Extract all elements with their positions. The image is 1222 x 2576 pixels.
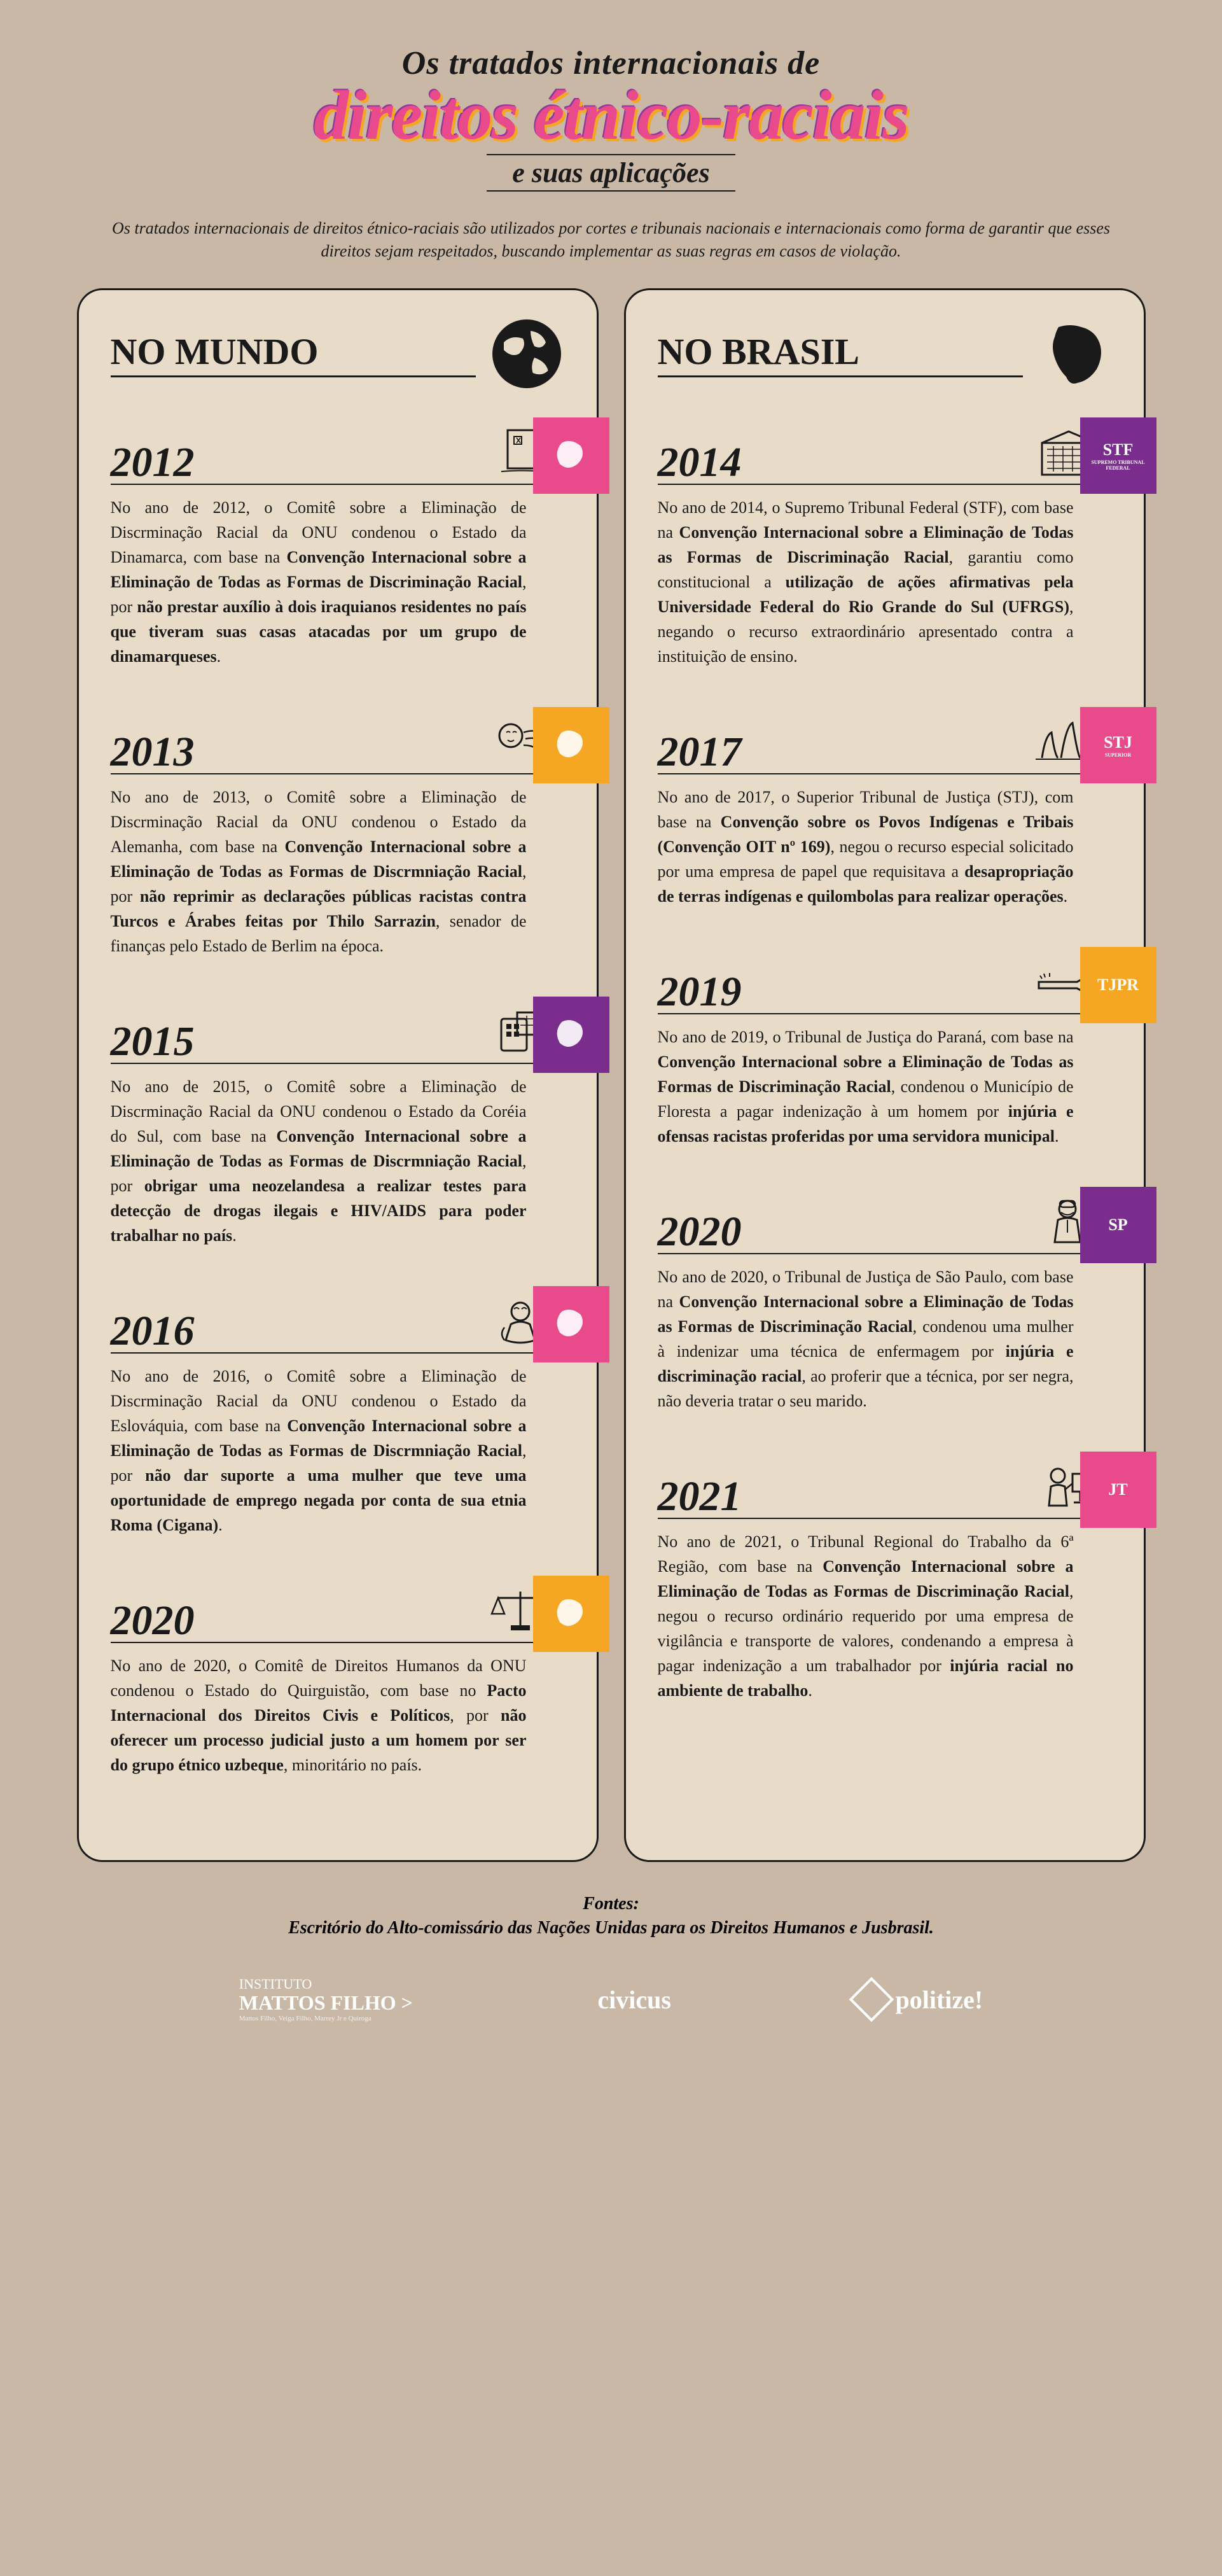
column-brazil-header: NO BRASIL (658, 316, 1112, 392)
world-entry-2015: 2015 No ano de 2015, o Comitê sobre a El… (111, 1003, 565, 1248)
title-subtext: e suas aplicações (487, 154, 735, 192)
entry-text: No ano de 2012, o Comitê sobre a Elimina… (111, 495, 565, 669)
entry-text: No ano de 2013, o Comitê sobre a Elimina… (111, 785, 565, 958)
logo-politize: politize! (856, 1984, 983, 2015)
entry-year: 2019 (658, 971, 742, 1013)
politize-icon (849, 1977, 894, 2022)
entry-head: 2019 (658, 953, 1112, 1014)
entry-year: 2021 (658, 1476, 742, 1518)
entry-badge (533, 1576, 609, 1652)
logos-row: INSTITUTO MATTOS FILHO > Mattos Filho, V… (83, 1977, 1139, 2022)
world-entry-2013: 2013 No ano de 2013, o Comitê sobre a El… (111, 713, 565, 958)
intro-paragraph: Os tratados internacionais de direitos é… (32, 204, 1190, 289)
entry-badge (533, 417, 609, 494)
entry-year: 2020 (658, 1211, 742, 1253)
columns: NO MUNDO 2012 No ano de 2012, o Comitê s… (32, 288, 1190, 1862)
entry-text: No ano de 2015, o Comitê sobre a Elimina… (111, 1074, 565, 1248)
header: Os tratados internacionais de direitos é… (32, 25, 1190, 204)
entry-head: 2020 (111, 1582, 565, 1643)
brazil-entry-2020: 2020 SP No ano de 2020, o Tribunal de Ju… (658, 1193, 1112, 1413)
column-brazil: NO BRASIL 2014 STFSUPREMO TRIBUNAL FEDER… (624, 288, 1146, 1862)
logo-instituto-l3: Mattos Filho, Veiga Filho, Marrey Jr e Q… (239, 2015, 413, 2022)
column-world-header: NO MUNDO (111, 316, 565, 392)
column-brazil-title: NO BRASIL (658, 330, 1023, 377)
logo-instituto-l1: INSTITUTO (239, 1977, 413, 1992)
world-entry-2020: 2020 No ano de 2020, o Comitê de Direito… (111, 1582, 565, 1777)
brazil-entry-2021: 2021 JT No ano de 2021, o Tribunal Regio… (658, 1458, 1112, 1703)
brazil-entry-2019: 2019 TJPR No ano de 2019, o Tribunal de … (658, 953, 1112, 1149)
brazil-map-icon (1036, 316, 1112, 392)
entry-text: No ano de 2017, o Superior Tribunal de J… (658, 785, 1112, 909)
logo-instituto-l2: MATTOS FILHO > (239, 1992, 413, 2014)
entry-head: 2020 (658, 1193, 1112, 1254)
entry-head: 2012 (111, 424, 565, 485)
entry-badge: TJPR (1080, 947, 1156, 1023)
entry-head: 2015 (111, 1003, 565, 1064)
column-world-title: NO MUNDO (111, 330, 476, 377)
logo-civicus: civicus (597, 1985, 671, 2015)
entry-year: 2013 (111, 731, 195, 773)
brazil-entry-2014: 2014 STFSUPREMO TRIBUNAL FEDERAL No ano … (658, 424, 1112, 669)
entry-head: 2021 (658, 1458, 1112, 1519)
entry-year: 2015 (111, 1021, 195, 1063)
entry-head: 2013 (111, 713, 565, 774)
entry-year: 2012 (111, 442, 195, 484)
title-main: direitos étnico-raciais (83, 82, 1139, 149)
infographic: Os tratados internacionais de direitos é… (32, 25, 1190, 2041)
entry-badge (533, 707, 609, 783)
entry-badge: STJSUPERIOR (1080, 707, 1156, 783)
globe-icon (489, 316, 565, 392)
world-entry-2012: 2012 No ano de 2012, o Comitê sobre a El… (111, 424, 565, 669)
entry-head: 2016 (111, 1292, 565, 1354)
entry-text: No ano de 2020, o Tribunal de Justiça de… (658, 1264, 1112, 1413)
entry-text: No ano de 2020, o Comitê de Direitos Hum… (111, 1653, 565, 1777)
sources-text: Escritório do Alto-comissário das Nações… (83, 1918, 1139, 1938)
entry-badge: JT (1080, 1452, 1156, 1528)
entry-text: No ano de 2019, o Tribunal de Justiça do… (658, 1025, 1112, 1149)
entry-year: 2016 (111, 1310, 195, 1352)
entry-year: 2014 (658, 442, 742, 484)
entry-head: 2017 (658, 713, 1112, 774)
entry-year: 2020 (111, 1600, 195, 1642)
entry-badge (533, 997, 609, 1073)
sources-label: Fontes: (83, 1894, 1139, 1914)
entry-badge: STFSUPREMO TRIBUNAL FEDERAL (1080, 417, 1156, 494)
entry-badge: SP (1080, 1187, 1156, 1263)
world-entry-2016: 2016 No ano de 2016, o Comitê sobre a El… (111, 1292, 565, 1537)
brazil-entry-2017: 2017 STJSUPERIOR No ano de 2017, o Super… (658, 713, 1112, 909)
logo-instituto: INSTITUTO MATTOS FILHO > Mattos Filho, V… (239, 1977, 413, 2022)
entry-badge (533, 1286, 609, 1362)
entry-text: No ano de 2016, o Comitê sobre a Elimina… (111, 1364, 565, 1537)
entry-year: 2017 (658, 731, 742, 773)
entry-head: 2014 (658, 424, 1112, 485)
logo-politize-text: politize! (895, 1985, 983, 2015)
column-world: NO MUNDO 2012 No ano de 2012, o Comitê s… (77, 288, 599, 1862)
entry-text: No ano de 2014, o Supremo Tribunal Feder… (658, 495, 1112, 669)
entry-text: No ano de 2021, o Tribunal Regional do T… (658, 1529, 1112, 1703)
footer: Fontes: Escritório do Alto-comissário da… (32, 1862, 1190, 2041)
